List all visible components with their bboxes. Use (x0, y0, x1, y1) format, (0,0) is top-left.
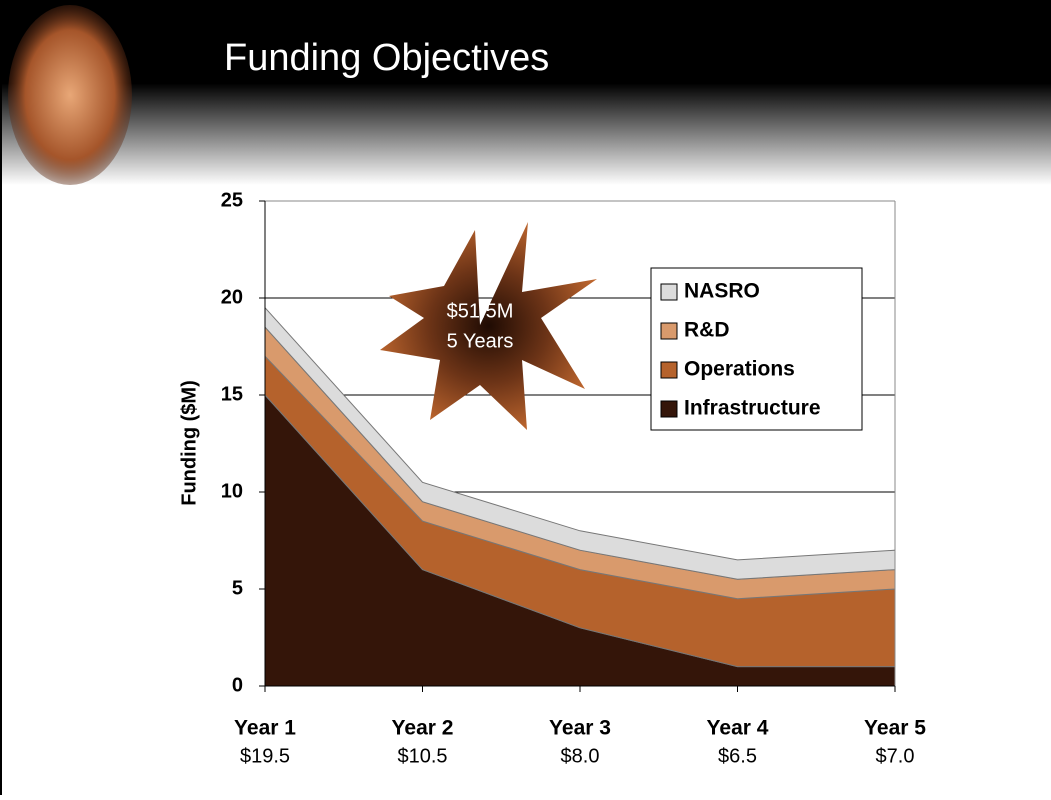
legend-label: NASRO (684, 280, 760, 303)
legend-swatch (661, 401, 677, 417)
category-total: $8.0 (561, 745, 600, 767)
y-tick-label: 5 (232, 577, 243, 599)
slide-title: Funding Objectives (224, 37, 549, 79)
slide: Funding Objectives 0 5 10 15 20 25 Year 1 $19.5… (0, 0, 1051, 795)
y-tick-label: 15 (221, 383, 243, 405)
category-total: $7.0 (876, 745, 915, 767)
category-total: $19.5 (240, 745, 290, 767)
legend-label: Operations (684, 358, 795, 381)
legend-label: Infrastructure (684, 397, 821, 420)
legend-swatch (661, 284, 677, 300)
legend-label: R&D (684, 319, 730, 342)
header-band (0, 0, 1051, 185)
y-tick-label: 10 (221, 480, 243, 502)
annotation: 5 Years (447, 330, 514, 352)
y-tick-label: 20 (221, 286, 243, 308)
category-total: $6.5 (718, 745, 757, 767)
category-total: $10.5 (397, 745, 447, 767)
x-tick-label: Year 1 (234, 717, 296, 740)
x-tick-label: Year 2 (392, 717, 454, 740)
legend-swatch (661, 362, 677, 378)
x-tick-label: Year 4 (707, 717, 769, 740)
legend-swatch (661, 323, 677, 339)
y-axis-label: Funding ($M) (178, 380, 200, 506)
hands-image (8, 5, 132, 185)
y-tick-label: 0 (232, 674, 243, 696)
annotation: $51.5M (447, 300, 514, 322)
y-tick-label: 25 (221, 189, 243, 211)
x-tick-label: Year 5 (864, 717, 926, 740)
x-tick-label: Year 3 (549, 717, 611, 740)
